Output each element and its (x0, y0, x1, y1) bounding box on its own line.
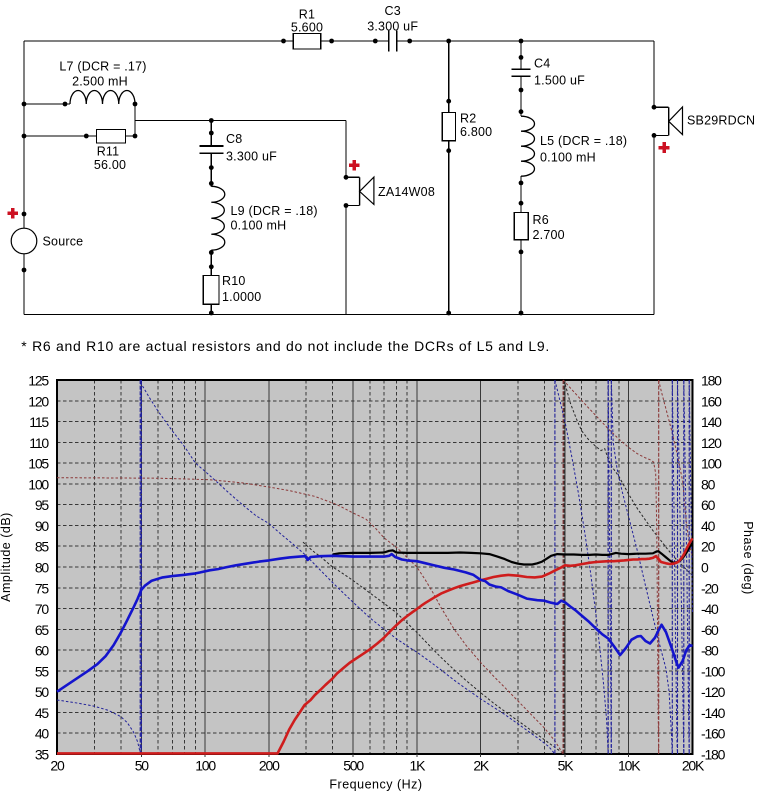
svg-text:ZA14W08: ZA14W08 (378, 185, 435, 199)
svg-text:35: 35 (35, 747, 50, 763)
svg-text:3.300 uF: 3.300 uF (226, 150, 277, 164)
svg-text:R1: R1 (299, 8, 315, 22)
svg-text:120: 120 (701, 435, 722, 451)
svg-text:90: 90 (35, 518, 50, 534)
svg-text:R10: R10 (222, 274, 246, 288)
svg-text:0.100 mH: 0.100 mH (540, 151, 596, 165)
svg-text:20: 20 (701, 539, 716, 555)
svg-text:-20: -20 (701, 580, 719, 596)
svg-text:C8: C8 (226, 132, 242, 146)
svg-text:20K: 20K (682, 758, 705, 774)
svg-text:110: 110 (29, 435, 49, 451)
svg-text:5K: 5K (558, 758, 575, 774)
svg-text:1K: 1K (410, 758, 427, 774)
svg-text:70: 70 (35, 601, 50, 617)
svg-text:50: 50 (35, 684, 50, 700)
svg-text:125: 125 (28, 373, 49, 389)
svg-text:1.500 uF: 1.500 uF (534, 74, 585, 88)
svg-text:120: 120 (28, 393, 49, 409)
svg-text:Frequency (Hz): Frequency (Hz) (329, 778, 422, 792)
svg-text:C3: C3 (385, 4, 401, 18)
svg-text:-80: -80 (701, 643, 719, 659)
svg-text:80: 80 (35, 560, 50, 576)
svg-text:2.500 mH: 2.500 mH (72, 75, 128, 89)
svg-text:50: 50 (135, 758, 150, 774)
svg-text:200: 200 (259, 758, 280, 774)
svg-text:95: 95 (35, 497, 50, 513)
svg-text:6.800: 6.800 (460, 125, 492, 139)
svg-text:* R6 and R10 are actual resist: * R6 and R10 are actual resistors and do… (21, 338, 550, 354)
svg-text:R6: R6 (533, 213, 549, 227)
svg-text:L5 (DCR = .18): L5 (DCR = .18) (540, 134, 627, 148)
svg-text:115: 115 (29, 414, 49, 430)
svg-text:56.00: 56.00 (94, 158, 126, 172)
svg-text:75: 75 (35, 580, 50, 596)
svg-text:SB29RDCN: SB29RDCN (687, 114, 755, 128)
svg-text:L7 (DCR = .17): L7 (DCR = .17) (59, 60, 146, 74)
svg-text:1.0000: 1.0000 (222, 290, 261, 304)
svg-text:65: 65 (35, 622, 50, 638)
svg-text:Amplitude (dB): Amplitude (dB) (0, 512, 13, 602)
svg-text:85: 85 (35, 539, 50, 555)
svg-text:Source: Source (43, 235, 84, 249)
svg-text:40: 40 (35, 726, 50, 742)
svg-text:105: 105 (28, 456, 49, 472)
svg-text:2K: 2K (473, 758, 490, 774)
svg-text:500: 500 (343, 758, 364, 774)
svg-text:0: 0 (701, 560, 709, 576)
svg-text:60: 60 (35, 643, 50, 659)
svg-text:C4: C4 (534, 57, 550, 71)
svg-text:140: 140 (701, 414, 722, 430)
svg-text:40: 40 (701, 518, 716, 534)
svg-text:2.700: 2.700 (533, 228, 565, 242)
svg-text:-180: -180 (701, 747, 726, 763)
svg-text:100: 100 (28, 476, 49, 492)
svg-text:L9 (DCR = .18): L9 (DCR = .18) (231, 204, 318, 218)
svg-text:100: 100 (195, 758, 216, 774)
svg-text:-100: -100 (701, 663, 726, 679)
svg-text:20: 20 (50, 758, 65, 774)
svg-text:80: 80 (701, 476, 716, 492)
svg-text:-160: -160 (701, 726, 726, 742)
svg-text:-60: -60 (701, 622, 719, 638)
svg-text:100: 100 (701, 456, 722, 472)
svg-text:160: 160 (701, 393, 722, 409)
svg-text:Phase (deg): Phase (deg) (741, 521, 755, 595)
svg-text:-140: -140 (701, 705, 726, 721)
svg-text:180: 180 (701, 373, 722, 389)
svg-text:60: 60 (701, 497, 716, 513)
svg-text:-120: -120 (701, 684, 726, 700)
svg-text:0.100 mH: 0.100 mH (231, 219, 287, 233)
svg-text:10K: 10K (618, 758, 641, 774)
svg-text:3.300 uF: 3.300 uF (367, 20, 418, 34)
svg-text:R11: R11 (97, 145, 120, 159)
svg-text:45: 45 (35, 705, 50, 721)
svg-text:-40: -40 (701, 601, 719, 617)
svg-text:R2: R2 (460, 112, 476, 126)
svg-text:5.600: 5.600 (291, 21, 323, 35)
svg-text:55: 55 (35, 663, 50, 679)
